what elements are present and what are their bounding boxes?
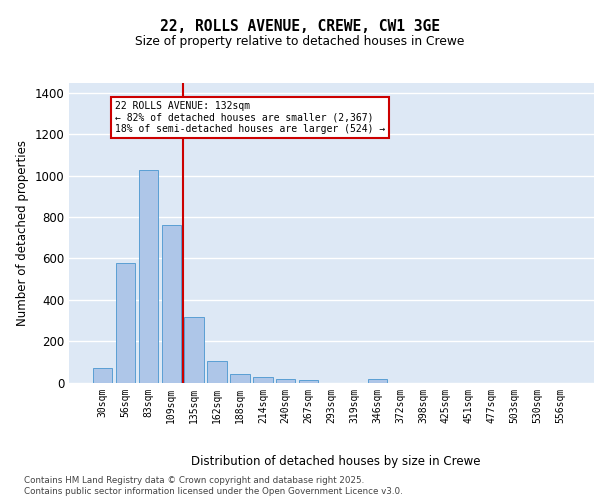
Bar — [139, 170, 158, 382]
Bar — [276, 379, 295, 382]
Bar — [368, 379, 387, 382]
Text: Distribution of detached houses by size in Crewe: Distribution of detached houses by size … — [191, 454, 481, 468]
Bar — [253, 376, 272, 382]
Bar — [116, 262, 135, 382]
Bar — [208, 361, 227, 382]
Text: Size of property relative to detached houses in Crewe: Size of property relative to detached ho… — [136, 35, 464, 48]
Bar — [184, 318, 204, 382]
Text: Contains HM Land Registry data © Crown copyright and database right 2025.: Contains HM Land Registry data © Crown c… — [24, 476, 364, 485]
Y-axis label: Number of detached properties: Number of detached properties — [16, 140, 29, 326]
Text: Contains public sector information licensed under the Open Government Licence v3: Contains public sector information licen… — [24, 487, 403, 496]
Text: 22 ROLLS AVENUE: 132sqm
← 82% of detached houses are smaller (2,367)
18% of semi: 22 ROLLS AVENUE: 132sqm ← 82% of detache… — [115, 101, 385, 134]
Bar — [161, 226, 181, 382]
Bar — [230, 374, 250, 382]
Text: 22, ROLLS AVENUE, CREWE, CW1 3GE: 22, ROLLS AVENUE, CREWE, CW1 3GE — [160, 19, 440, 34]
Bar — [93, 368, 112, 382]
Bar — [299, 380, 319, 382]
